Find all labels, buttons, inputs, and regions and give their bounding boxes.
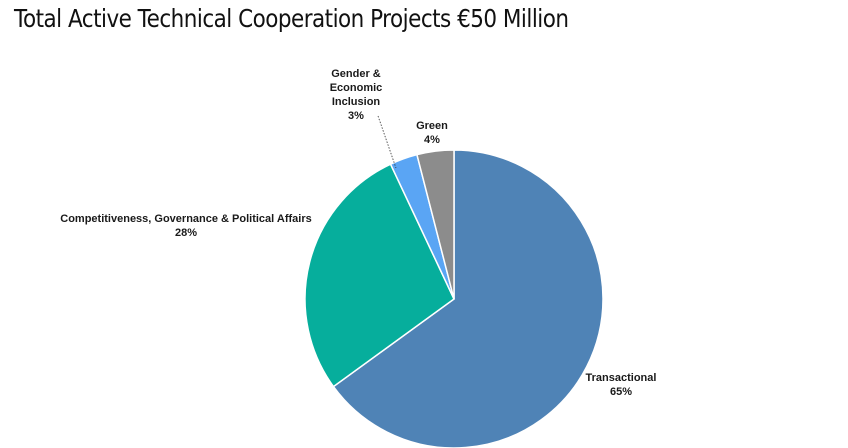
leader-line-2 bbox=[377, 115, 397, 169]
slice-percent: 65% bbox=[610, 386, 632, 398]
slice-name-line: Economic bbox=[330, 82, 383, 94]
leader-lines bbox=[377, 115, 397, 169]
slice-labels: Transactional 65% Competitiveness, Governa… bbox=[60, 68, 656, 398]
pie-slice-0 bbox=[332, 149, 604, 448]
pie-slices bbox=[304, 149, 604, 448]
slice-name-line: Transactional bbox=[586, 372, 657, 384]
slice-label-2: Gender & Economic Inclusion 3% bbox=[330, 68, 383, 122]
slice-percent: 4% bbox=[424, 134, 440, 146]
pie-slice-3 bbox=[416, 149, 455, 300]
slice-label-0: Transactional 65% bbox=[586, 372, 657, 398]
slice-name-line: Green bbox=[416, 120, 448, 132]
slice-name-line: Gender & bbox=[331, 68, 381, 80]
slice-name-line: Competitiveness, Governance & Political … bbox=[60, 213, 311, 225]
chart-title: Total Active Technical Cooperation Proje… bbox=[14, 4, 569, 33]
pie-slice-1 bbox=[304, 163, 455, 388]
slice-label-3: Green 4% bbox=[416, 120, 448, 146]
slice-percent: 28% bbox=[175, 227, 197, 239]
slice-name-line: Inclusion bbox=[332, 96, 381, 108]
slice-percent: 3% bbox=[348, 110, 364, 122]
slice-label-1: Competitiveness, Governance & Political … bbox=[60, 213, 311, 239]
